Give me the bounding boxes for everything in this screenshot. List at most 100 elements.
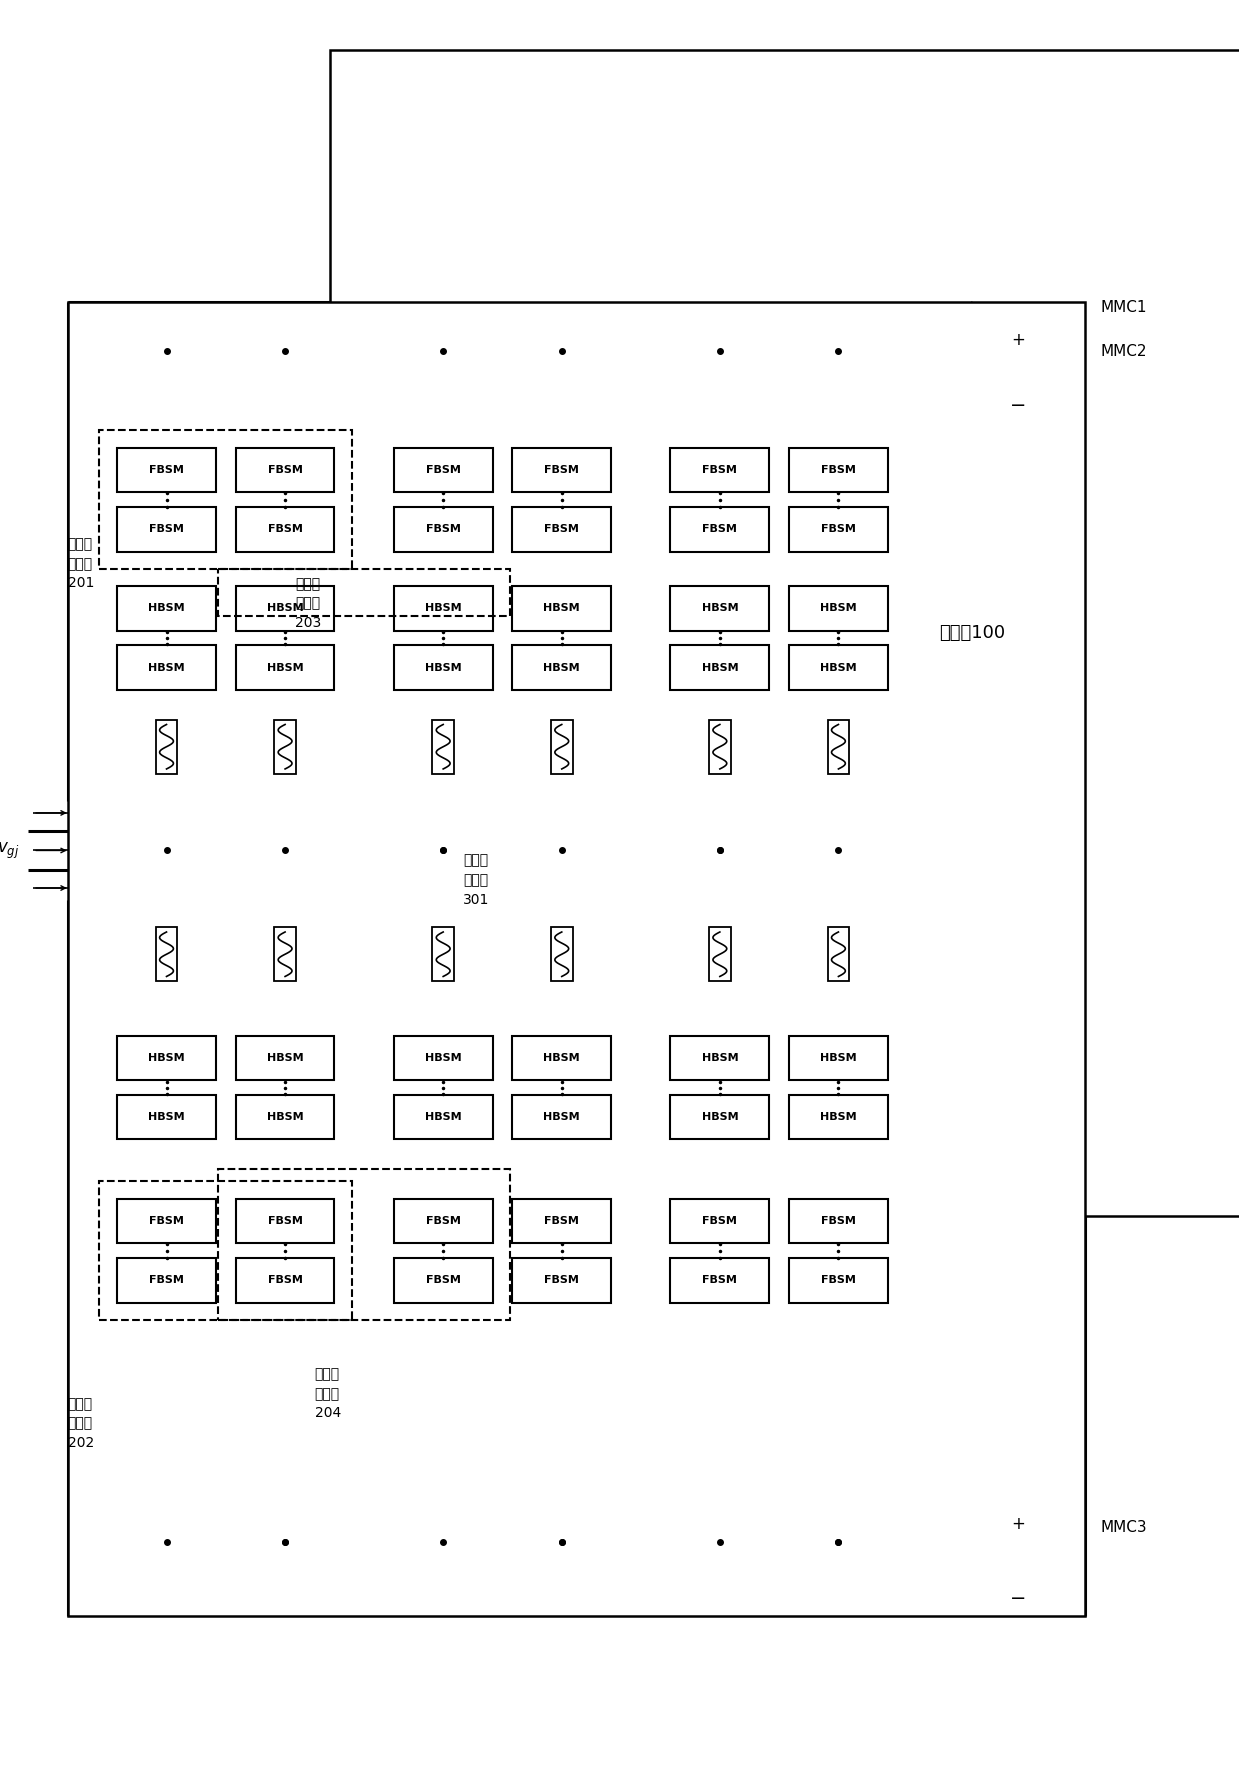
Text: HBSM: HBSM bbox=[425, 662, 461, 673]
Text: FBSM: FBSM bbox=[268, 525, 303, 534]
Bar bbox=[671, 1036, 769, 1080]
Text: FBSM: FBSM bbox=[544, 465, 579, 475]
Bar bbox=[117, 1036, 216, 1080]
Text: HBSM: HBSM bbox=[267, 1112, 304, 1121]
Bar bbox=[394, 586, 492, 630]
Bar bbox=[671, 1258, 769, 1303]
Text: +: + bbox=[1012, 1515, 1025, 1533]
Bar bbox=[827, 927, 849, 981]
Bar bbox=[671, 646, 769, 691]
Bar bbox=[551, 719, 573, 774]
Text: FBSM: FBSM bbox=[702, 465, 738, 475]
Text: MMC3: MMC3 bbox=[1100, 1520, 1147, 1534]
Text: HBSM: HBSM bbox=[820, 603, 857, 614]
Bar bbox=[156, 719, 177, 774]
Text: HBSM: HBSM bbox=[543, 1112, 580, 1121]
Text: FBSM: FBSM bbox=[821, 525, 856, 534]
Bar bbox=[512, 1198, 611, 1242]
Text: FBSM: FBSM bbox=[425, 525, 460, 534]
Bar bbox=[512, 449, 611, 493]
Text: HBSM: HBSM bbox=[820, 1112, 857, 1121]
Text: MMC2: MMC2 bbox=[1100, 344, 1147, 360]
Bar bbox=[789, 646, 888, 691]
Text: HBSM: HBSM bbox=[267, 662, 304, 673]
Text: HBSM: HBSM bbox=[702, 1112, 738, 1121]
Text: FBSM: FBSM bbox=[702, 1216, 738, 1226]
Bar bbox=[218, 570, 511, 616]
Text: FBSM: FBSM bbox=[149, 465, 184, 475]
Text: HBSM: HBSM bbox=[820, 662, 857, 673]
Bar bbox=[551, 927, 573, 981]
Text: HBSM: HBSM bbox=[543, 603, 580, 614]
Text: $v_{gj}$: $v_{gj}$ bbox=[0, 840, 20, 860]
Bar bbox=[789, 449, 888, 493]
Text: −: − bbox=[1011, 397, 1027, 415]
Text: FBSM: FBSM bbox=[268, 465, 303, 475]
Bar bbox=[671, 1095, 769, 1139]
Bar bbox=[99, 1180, 352, 1321]
Bar bbox=[394, 507, 492, 552]
Bar bbox=[433, 927, 454, 981]
Text: −: − bbox=[1011, 1590, 1027, 1607]
Text: FBSM: FBSM bbox=[425, 1216, 460, 1226]
Text: FBSM: FBSM bbox=[821, 465, 856, 475]
Text: HBSM: HBSM bbox=[820, 1054, 857, 1063]
Bar bbox=[789, 507, 888, 552]
Bar bbox=[236, 1258, 335, 1303]
Bar bbox=[117, 1258, 216, 1303]
Text: HBSM: HBSM bbox=[149, 1112, 185, 1121]
Bar bbox=[274, 719, 296, 774]
Bar bbox=[709, 719, 730, 774]
Bar bbox=[236, 1198, 335, 1242]
Bar bbox=[789, 1198, 888, 1242]
Bar bbox=[117, 1095, 216, 1139]
Bar bbox=[394, 449, 492, 493]
Bar bbox=[236, 1036, 335, 1080]
Bar bbox=[512, 646, 611, 691]
Bar bbox=[394, 1198, 492, 1242]
Text: HBSM: HBSM bbox=[149, 603, 185, 614]
Bar bbox=[117, 507, 216, 552]
Bar bbox=[156, 927, 177, 981]
Text: 第一半
桥电路
301: 第一半 桥电路 301 bbox=[463, 854, 490, 906]
Text: FBSM: FBSM bbox=[544, 525, 579, 534]
Text: HBSM: HBSM bbox=[425, 603, 461, 614]
Bar bbox=[330, 50, 1240, 1216]
Bar bbox=[117, 646, 216, 691]
Bar bbox=[236, 507, 335, 552]
Bar bbox=[236, 586, 335, 630]
Text: FBSM: FBSM bbox=[149, 1216, 184, 1226]
Text: HBSM: HBSM bbox=[425, 1054, 461, 1063]
Text: 控制器100: 控制器100 bbox=[939, 625, 1004, 643]
Text: FBSM: FBSM bbox=[821, 1216, 856, 1226]
Text: HBSM: HBSM bbox=[543, 1054, 580, 1063]
Bar bbox=[512, 507, 611, 552]
Text: HBSM: HBSM bbox=[149, 1054, 185, 1063]
Text: FBSM: FBSM bbox=[425, 465, 460, 475]
Text: HBSM: HBSM bbox=[702, 603, 738, 614]
Text: FBSM: FBSM bbox=[268, 1216, 303, 1226]
Bar bbox=[709, 927, 730, 981]
Bar bbox=[512, 1095, 611, 1139]
Bar bbox=[789, 1258, 888, 1303]
Bar bbox=[99, 431, 352, 570]
Text: FBSM: FBSM bbox=[268, 1274, 303, 1285]
Text: 第一全
桥电路
201: 第一全 桥电路 201 bbox=[68, 538, 94, 591]
Bar bbox=[274, 927, 296, 981]
Text: FBSM: FBSM bbox=[544, 1274, 579, 1285]
Bar bbox=[789, 1095, 888, 1139]
Bar bbox=[512, 586, 611, 630]
Bar bbox=[236, 646, 335, 691]
Text: HBSM: HBSM bbox=[702, 1054, 738, 1063]
Text: FBSM: FBSM bbox=[702, 525, 738, 534]
Bar bbox=[671, 449, 769, 493]
Bar bbox=[394, 1095, 492, 1139]
Text: FBSM: FBSM bbox=[149, 525, 184, 534]
Text: HBSM: HBSM bbox=[267, 1054, 304, 1063]
Text: HBSM: HBSM bbox=[149, 662, 185, 673]
Text: FBSM: FBSM bbox=[425, 1274, 460, 1285]
Text: 第二全
桥电路
202: 第二全 桥电路 202 bbox=[68, 1397, 94, 1451]
Bar bbox=[671, 586, 769, 630]
Bar bbox=[394, 1036, 492, 1080]
Text: HBSM: HBSM bbox=[702, 662, 738, 673]
